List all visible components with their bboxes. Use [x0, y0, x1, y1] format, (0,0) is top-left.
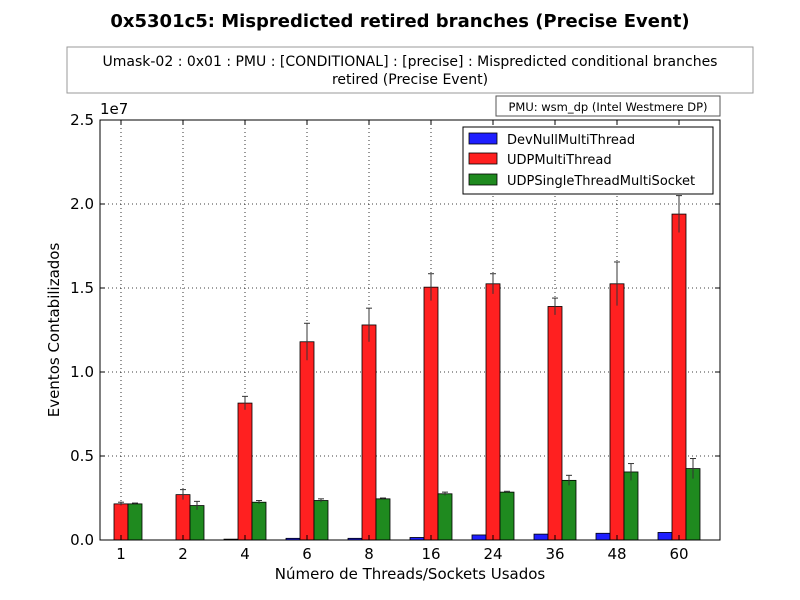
y-tick-label: 2.5: [70, 111, 94, 129]
y-tick-label: 2.0: [70, 195, 94, 213]
pmu-box: [495, 95, 721, 117]
subtitle-line-1: Umask-02 : 0x01 : PMU : [CONDITIONAL] : …: [103, 54, 718, 70]
bar-udpsinglethreadmultisocket-48: [623, 471, 639, 541]
x-axis-label: Número de Threads/Sockets Usados: [275, 565, 546, 583]
legend-swatch-udpmulti: [468, 152, 498, 165]
bar-devnullmultithread-24: [471, 534, 487, 541]
pmu-label: PMU: wsm_dp (Intel Westmere DP): [508, 100, 707, 114]
x-axis-ticks: 1 2 4 6 8 16 24 36 48 60: [116, 120, 689, 563]
bar-udpsinglethreadmultisocket-16: [437, 493, 453, 541]
legend-box: [462, 126, 714, 195]
error-bars: [118, 195, 696, 510]
bar-devnullmultithread-60: [657, 532, 673, 541]
x-tick-label: 8: [364, 545, 374, 563]
bar-udpsinglethreadmultisocket-2: [189, 505, 205, 541]
legend-label-devnull: DevNullMultiThread: [507, 133, 635, 148]
bar-devnullmultithread-48: [595, 532, 611, 541]
legend-label-udpsingle: UDPSingleThreadMultiSocket: [507, 174, 695, 189]
y-tick-label: 1.0: [70, 363, 94, 381]
bar-udpsinglethreadmultisocket-60: [685, 468, 701, 541]
x-tick-label: 36: [545, 545, 564, 563]
bar-udpmultithread-6: [299, 341, 315, 541]
x-tick-label: 16: [421, 545, 440, 563]
legend-label-udpmulti: UDPMultiThread: [507, 153, 612, 168]
plot-frame: [99, 119, 721, 541]
bar-udpmultithread-48: [609, 283, 625, 541]
x-tick-label: 60: [669, 545, 688, 563]
bar-udpmultithread-4: [237, 402, 253, 541]
bar-udpsinglethreadmultisocket-1: [127, 503, 143, 541]
bar-udpmultithread-1: [113, 503, 129, 541]
bar-udpsinglethreadmultisocket-4: [251, 501, 267, 541]
y-tick-label: 1.5: [70, 279, 94, 297]
y-axis-ticks: 0.0 0.5 1.0 1.5 2.0 2.5: [70, 111, 720, 549]
y-axis-label: Eventos Contabilizados: [45, 243, 63, 418]
legend: DevNullMultiThread UDPMultiThread UDPSin…: [462, 126, 714, 195]
bar-udpmultithread-36: [547, 306, 563, 541]
bar-udpsinglethreadmultisocket-36: [561, 479, 577, 541]
x-tick-label: 48: [607, 545, 626, 563]
chart-title: 0x5301c5: Mispredicted retired branches …: [110, 11, 689, 32]
bar-udpmultithread-8: [361, 324, 377, 541]
bar-udpmultithread-60: [671, 213, 687, 541]
y-tick-label: 0.0: [70, 531, 94, 549]
x-tick-label: 6: [302, 545, 312, 563]
legend-swatch-udpsingle: [468, 173, 498, 186]
y-tick-label: 0.5: [70, 447, 94, 465]
bar-devnullmultithread-36: [533, 533, 549, 541]
subtitle-box: [66, 46, 754, 94]
x-tick-label: 24: [483, 545, 502, 563]
x-tick-label: 4: [240, 545, 250, 563]
bar-udpsinglethreadmultisocket-6: [313, 500, 329, 541]
bar-udpmultithread-2: [175, 494, 191, 541]
x-tick-label: 2: [178, 545, 188, 563]
y-multiplier: 1e7: [100, 100, 128, 118]
legend-swatch-devnull: [468, 132, 498, 145]
x-tick-label: 1: [116, 545, 126, 563]
bar-udpmultithread-16: [423, 286, 439, 541]
bar-udpsinglethreadmultisocket-8: [375, 498, 391, 541]
bar-udpmultithread-24: [485, 283, 501, 541]
bars: [113, 213, 701, 541]
bar-udpsinglethreadmultisocket-24: [499, 491, 515, 541]
subtitle-line-2: retired (Precise Event): [332, 72, 488, 88]
